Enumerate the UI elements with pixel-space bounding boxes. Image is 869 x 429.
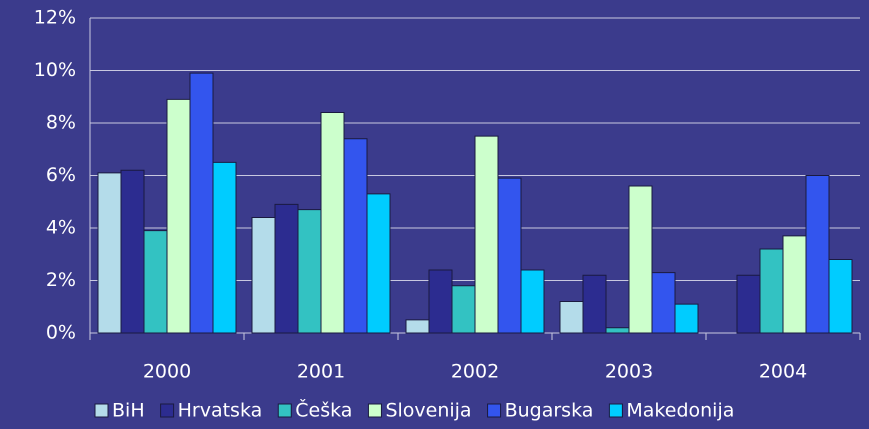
bar — [605, 327, 630, 334]
legend-swatch — [608, 403, 623, 418]
bar — [97, 172, 122, 334]
bar — [805, 175, 830, 334]
legend-label: Bugarska — [505, 400, 594, 422]
bar — [759, 248, 784, 334]
legend-label: Češka — [295, 398, 352, 422]
x-tick-label: 2004 — [759, 361, 807, 383]
bar — [674, 303, 699, 334]
bar — [428, 269, 453, 334]
y-tick-label: 0% — [46, 322, 76, 344]
bar — [297, 209, 322, 334]
bar — [343, 138, 368, 334]
legend-swatch — [367, 403, 382, 418]
legend-label: BiH — [112, 400, 145, 422]
y-tick-label: 4% — [46, 217, 76, 239]
bar — [782, 235, 807, 334]
bar — [582, 274, 607, 334]
legend-label: Makedonija — [626, 400, 734, 422]
bar — [405, 319, 430, 334]
legend-swatch — [94, 403, 109, 418]
y-tick-label: 10% — [34, 59, 76, 81]
bar — [474, 135, 499, 334]
y-tick-label: 6% — [46, 164, 76, 186]
bar — [497, 177, 522, 334]
bar — [451, 285, 476, 334]
y-tick-label: 2% — [46, 269, 76, 291]
bar — [212, 161, 237, 334]
x-tick-label: 2001 — [297, 361, 345, 383]
y-tick-label: 12% — [34, 7, 76, 29]
x-tick-label: 2002 — [451, 361, 499, 383]
legend-label: Slovenija — [385, 400, 471, 422]
legend-swatch — [277, 403, 292, 418]
legend-label: Hrvatska — [178, 400, 263, 422]
bar — [274, 203, 299, 334]
legend-swatch — [160, 403, 175, 418]
bar — [120, 169, 145, 334]
bar — [628, 185, 653, 334]
bar — [166, 98, 191, 334]
x-tick-label: 2003 — [605, 361, 653, 383]
bar — [559, 301, 584, 334]
bar — [651, 272, 676, 334]
bar — [828, 259, 853, 334]
y-tick-label: 8% — [46, 112, 76, 134]
bar — [143, 230, 168, 334]
bar — [520, 269, 545, 334]
bar — [251, 217, 276, 334]
bar — [736, 274, 761, 334]
bar — [366, 193, 391, 334]
legend-swatch — [487, 403, 502, 418]
bar — [320, 112, 345, 334]
x-tick-label: 2000 — [143, 361, 191, 383]
bar — [189, 72, 214, 334]
